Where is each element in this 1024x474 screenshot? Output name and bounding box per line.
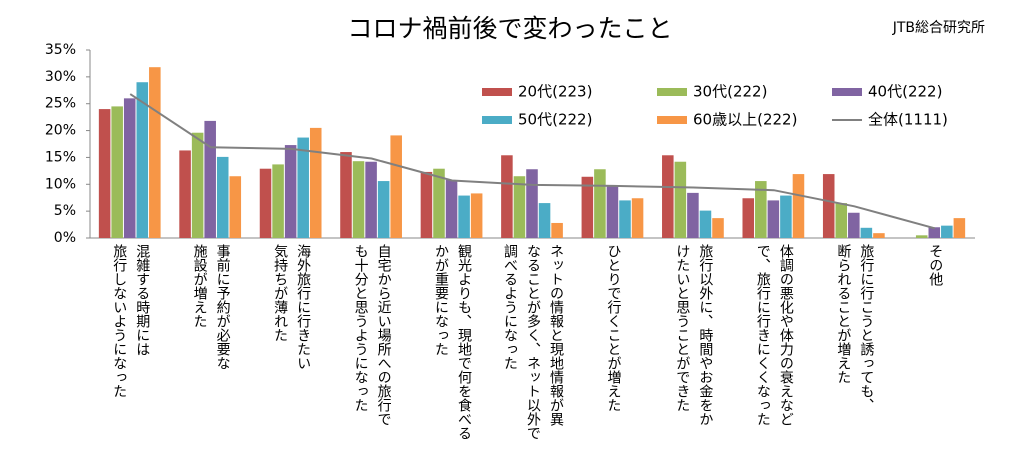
legend-label: 30代(222) [693, 83, 767, 101]
y-tick-label: 5% [54, 203, 76, 219]
bar [297, 137, 309, 238]
bar [928, 227, 941, 238]
bar [445, 179, 458, 238]
bar [631, 198, 644, 238]
x-tick-label: 自宅から近い場所への旅行で も十分と思うようになった [352, 244, 392, 426]
bar [470, 193, 483, 238]
bar [581, 176, 594, 238]
bar [662, 155, 674, 238]
y-tick-label: 30% [45, 69, 76, 85]
legend-swatch [832, 88, 862, 96]
bar [111, 106, 123, 239]
bar [513, 176, 526, 238]
bar [619, 200, 631, 238]
bar [873, 233, 885, 238]
bar [551, 222, 563, 238]
legend-swatch [657, 116, 687, 124]
bar [953, 218, 966, 238]
bar [501, 155, 513, 238]
bar [179, 150, 191, 238]
bar [216, 156, 229, 238]
bar [377, 181, 390, 238]
bar [792, 174, 805, 238]
bar [767, 200, 780, 238]
bar [687, 192, 699, 238]
bar [284, 145, 297, 238]
chart-title: コロナ禍前後で変わったこと [347, 14, 672, 43]
bar [309, 127, 322, 238]
bar [149, 67, 161, 238]
x-tick-label: その他 [927, 244, 944, 286]
bar [848, 212, 860, 238]
x-tick-label: 事前に予約が必要な 施設が増えた [191, 244, 231, 370]
bar [538, 203, 551, 238]
legend-swatch [482, 88, 512, 96]
x-tick-label: 海外旅行に行きたい 気持ちが薄れた [272, 244, 312, 370]
bar [835, 203, 848, 238]
bar [420, 171, 433, 238]
legend-label: 20代(223) [518, 83, 592, 101]
bar [123, 98, 136, 238]
legend-swatch [482, 116, 512, 124]
bar [594, 169, 606, 238]
bar [204, 120, 216, 238]
legend-label: 40代(222) [868, 83, 942, 101]
bar [742, 198, 755, 238]
bar [390, 135, 402, 238]
x-tick-label: 旅行に行こうと誘っても、 断られることが増えた [835, 244, 875, 412]
y-tick-label: 0% [54, 230, 76, 246]
bar [98, 109, 111, 238]
bar [606, 185, 619, 238]
bar [674, 161, 687, 238]
x-tick-label: 旅行以外に、時間やお金をか けたいと思うことができた [674, 244, 714, 426]
legend-swatch [657, 88, 687, 96]
bar [340, 152, 352, 238]
bar [365, 161, 377, 238]
y-tick-label: 25% [45, 96, 76, 112]
bar [780, 195, 792, 238]
legend-label: 50代(222) [518, 111, 592, 129]
bar [941, 225, 953, 238]
bar [272, 164, 284, 238]
y-tick-label: 10% [45, 176, 76, 192]
x-tick-label: 体調の悪化や体力の衰えなど で、旅行に行きにくくなった [754, 244, 794, 426]
y-tick-label: 20% [45, 123, 76, 139]
x-tick-label: 観光よりも、現地で何を食べる かが重要になった [433, 244, 473, 440]
bar [433, 168, 445, 238]
bar [712, 218, 724, 238]
bar [352, 161, 365, 238]
legend-label: 60歳以上(222) [693, 111, 797, 129]
legend-label: 全体(1111) [868, 111, 948, 129]
bar [136, 82, 149, 238]
x-tick-label: ひとりで行くことが増えた [605, 244, 622, 412]
x-tick-label: ネットの情報と現地情報が異 なることが多く、ネット以外で 調べるようになった [502, 244, 564, 440]
bar [191, 132, 204, 238]
bar [458, 195, 470, 238]
source: JTB総合研究所 [892, 20, 985, 36]
bar [915, 235, 928, 238]
bar [229, 176, 242, 238]
bar [699, 210, 712, 238]
x-tick-label: 混雑する時期には 旅行しないようになった [111, 244, 151, 398]
bar [755, 181, 767, 238]
bar [526, 169, 538, 238]
y-tick-label: 35% [45, 42, 76, 58]
y-tick-label: 15% [45, 149, 76, 165]
line [129, 93, 936, 230]
bar [860, 227, 873, 238]
bar [259, 168, 272, 238]
bar [822, 174, 835, 238]
